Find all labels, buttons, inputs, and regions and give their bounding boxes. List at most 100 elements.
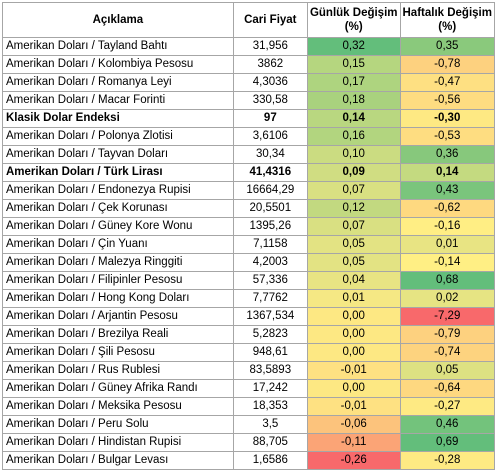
cell-daily-change: 0,32 <box>306 37 401 56</box>
table-row: Amerikan Doları / Rus Rublesi 83,5893 -0,0… <box>2 361 495 380</box>
cell-weekly-change: 0,05 <box>399 361 495 380</box>
cell-weekly-change: -7,29 <box>399 307 495 326</box>
cell-description: Amerikan Doları / Tayland Bahtı <box>2 37 234 56</box>
cell-description: Amerikan Doları / Türk Lirası <box>2 163 234 182</box>
table-row: Amerikan Doları / Hindistan Rupisi 88,705… <box>2 433 495 452</box>
cell-daily-change: 0,18 <box>306 91 401 110</box>
cell-weekly-change: -0,16 <box>399 217 495 236</box>
header-daily-change-unit: (%) <box>344 21 363 33</box>
cell-price: 4,3036 <box>232 73 308 92</box>
cell-weekly-change: 0,14 <box>399 163 495 182</box>
cell-daily-change: 0,09 <box>306 163 401 182</box>
cell-description: Amerikan Doları / Macar Forinti <box>2 91 234 110</box>
table-row: Klasik Dolar Endeksi 97 0,14 -0,30 <box>2 109 495 128</box>
cell-description: Amerikan Doları / Bulgar Levası <box>2 451 234 470</box>
table-row: Amerikan Doları / Polonya Zlotisi 3,6106 0… <box>2 127 495 146</box>
cell-description: Amerikan Doları / Tayvan Doları <box>2 145 234 164</box>
cell-daily-change: -0,01 <box>306 361 401 380</box>
cell-price: 3,5 <box>232 415 308 434</box>
cell-daily-change: 0,10 <box>306 145 401 164</box>
cell-daily-change: 0,12 <box>306 199 401 218</box>
cell-weekly-change: 0,46 <box>399 415 495 434</box>
cell-weekly-change: -0,14 <box>399 253 495 272</box>
header-weekly-change: Haftalık Değişim (%) <box>399 2 495 38</box>
header-daily-change: Günlük Değişim (%) <box>306 2 401 38</box>
cell-daily-change: 0,00 <box>306 325 401 344</box>
cell-price: 7,7762 <box>232 289 308 308</box>
cell-price: 83,5893 <box>232 361 308 380</box>
table-row: Amerikan Doları / Güney Kore Wonu 1395,26… <box>2 217 495 236</box>
cell-description: Amerikan Doları / Brezilya Reali <box>2 325 234 344</box>
cell-description: Amerikan Doları / Malezya Ringgiti <box>2 253 234 272</box>
cell-description: Amerikan Doları / Peru Solu <box>2 415 234 434</box>
cell-weekly-change: 0,43 <box>399 181 495 200</box>
header-price: Cari Fiyat <box>232 2 308 38</box>
cell-price: 18,353 <box>232 397 308 416</box>
cell-daily-change: 0,05 <box>306 253 401 272</box>
cell-weekly-change: -0,56 <box>399 91 495 110</box>
cell-price: 88,705 <box>232 433 308 452</box>
table-row: Amerikan Doları / Peru Solu 3,5 -0,06 0,46 <box>2 415 495 434</box>
table-row: Amerikan Doları / Bulgar Levası 1,6586 -0,… <box>2 451 495 470</box>
cell-weekly-change: -0,62 <box>399 199 495 218</box>
cell-price: 3,6106 <box>232 127 308 146</box>
cell-description: Amerikan Doları / Endonezya Rupisi <box>2 181 234 200</box>
header-row: Açıklama Cari Fiyat Günlük Değişim (%) Ha… <box>2 2 495 38</box>
cell-description: Amerikan Doları / Polonya Zlotisi <box>2 127 234 146</box>
table-row: Amerikan Doları / Türk Lirası 41,4316 0,09… <box>2 163 495 182</box>
cell-price: 3862 <box>232 55 308 74</box>
table-row: Amerikan Doları / Güney Afrika Randı 17,2… <box>2 379 495 398</box>
cell-description: Klasik Dolar Endeksi <box>2 109 234 128</box>
cell-price: 1,6586 <box>232 451 308 470</box>
cell-description: Amerikan Doları / Rus Rublesi <box>2 361 234 380</box>
table-row: Amerikan Doları / Macar Forinti 330,58 0,1… <box>2 91 495 110</box>
cell-weekly-change: -0,47 <box>399 73 495 92</box>
cell-weekly-change: 0,35 <box>399 37 495 56</box>
cell-daily-change: 0,07 <box>306 181 401 200</box>
cell-daily-change: 0,15 <box>306 55 401 74</box>
table-row: Amerikan Doları / Romanya Leyi 4,3036 0,17… <box>2 73 495 92</box>
cell-price: 31,956 <box>232 37 308 56</box>
cell-weekly-change: 0,68 <box>399 271 495 290</box>
cell-price: 41,4316 <box>232 163 308 182</box>
cell-description: Amerikan Doları / Güney Afrika Randı <box>2 379 234 398</box>
cell-description: Amerikan Doları / Meksika Pesosu <box>2 397 234 416</box>
cell-description: Amerikan Doları / Filipinler Pesosu <box>2 271 234 290</box>
cell-daily-change: -0,26 <box>306 451 401 470</box>
cell-description: Amerikan Doları / Güney Kore Wonu <box>2 217 234 236</box>
table-row: Amerikan Doları / Arjantin Pesosu 1367,53… <box>2 307 495 326</box>
cell-weekly-change: 0,36 <box>399 145 495 164</box>
cell-weekly-change: -0,78 <box>399 55 495 74</box>
cell-weekly-change: -0,27 <box>399 397 495 416</box>
cell-daily-change: 0,14 <box>306 109 401 128</box>
cell-weekly-change: -0,53 <box>399 127 495 146</box>
cell-daily-change: 0,01 <box>306 289 401 308</box>
cell-daily-change: 0,00 <box>306 343 401 362</box>
cell-daily-change: 0,04 <box>306 271 401 290</box>
cell-price: 1395,26 <box>232 217 308 236</box>
cell-price: 4,2003 <box>232 253 308 272</box>
cell-description: Amerikan Doları / Kolombiya Pesosu <box>2 55 234 74</box>
cell-weekly-change: 0,02 <box>399 289 495 308</box>
table-row: Amerikan Doları / Hong Kong Doları 7,7762… <box>2 289 495 308</box>
cell-description: Amerikan Doları / Romanya Leyi <box>2 73 234 92</box>
header-daily-change-label: Günlük Değişim <box>309 7 398 19</box>
table-row: Amerikan Doları / Şili Pesosu 948,61 0,00-… <box>2 343 495 362</box>
cell-price: 57,336 <box>232 271 308 290</box>
cell-price: 1367,534 <box>232 307 308 326</box>
cell-daily-change: -0,01 <box>306 397 401 416</box>
cell-description: Amerikan Doları / Arjantin Pesosu <box>2 307 234 326</box>
cell-weekly-change: -0,79 <box>399 325 495 344</box>
cell-daily-change: 0,16 <box>306 127 401 146</box>
table-row: Amerikan Doları / Çin Yuanı 7,1158 0,05 0,0… <box>2 235 495 254</box>
cell-description: Amerikan Doları / Şili Pesosu <box>2 343 234 362</box>
cell-daily-change: 0,07 <box>306 217 401 236</box>
cell-price: 97 <box>232 109 308 128</box>
table-body: Amerikan Doları / Tayland Bahtı 31,956 0,3… <box>2 37 495 470</box>
cell-description: Amerikan Doları / Hindistan Rupisi <box>2 433 234 452</box>
table-row: Amerikan Doları / Meksika Pesosu 18,353 -0… <box>2 397 495 416</box>
cell-price: 30,34 <box>232 145 308 164</box>
cell-price: 17,242 <box>232 379 308 398</box>
table-row: Amerikan Doları / Malezya Ringgiti 4,2003… <box>2 253 495 272</box>
